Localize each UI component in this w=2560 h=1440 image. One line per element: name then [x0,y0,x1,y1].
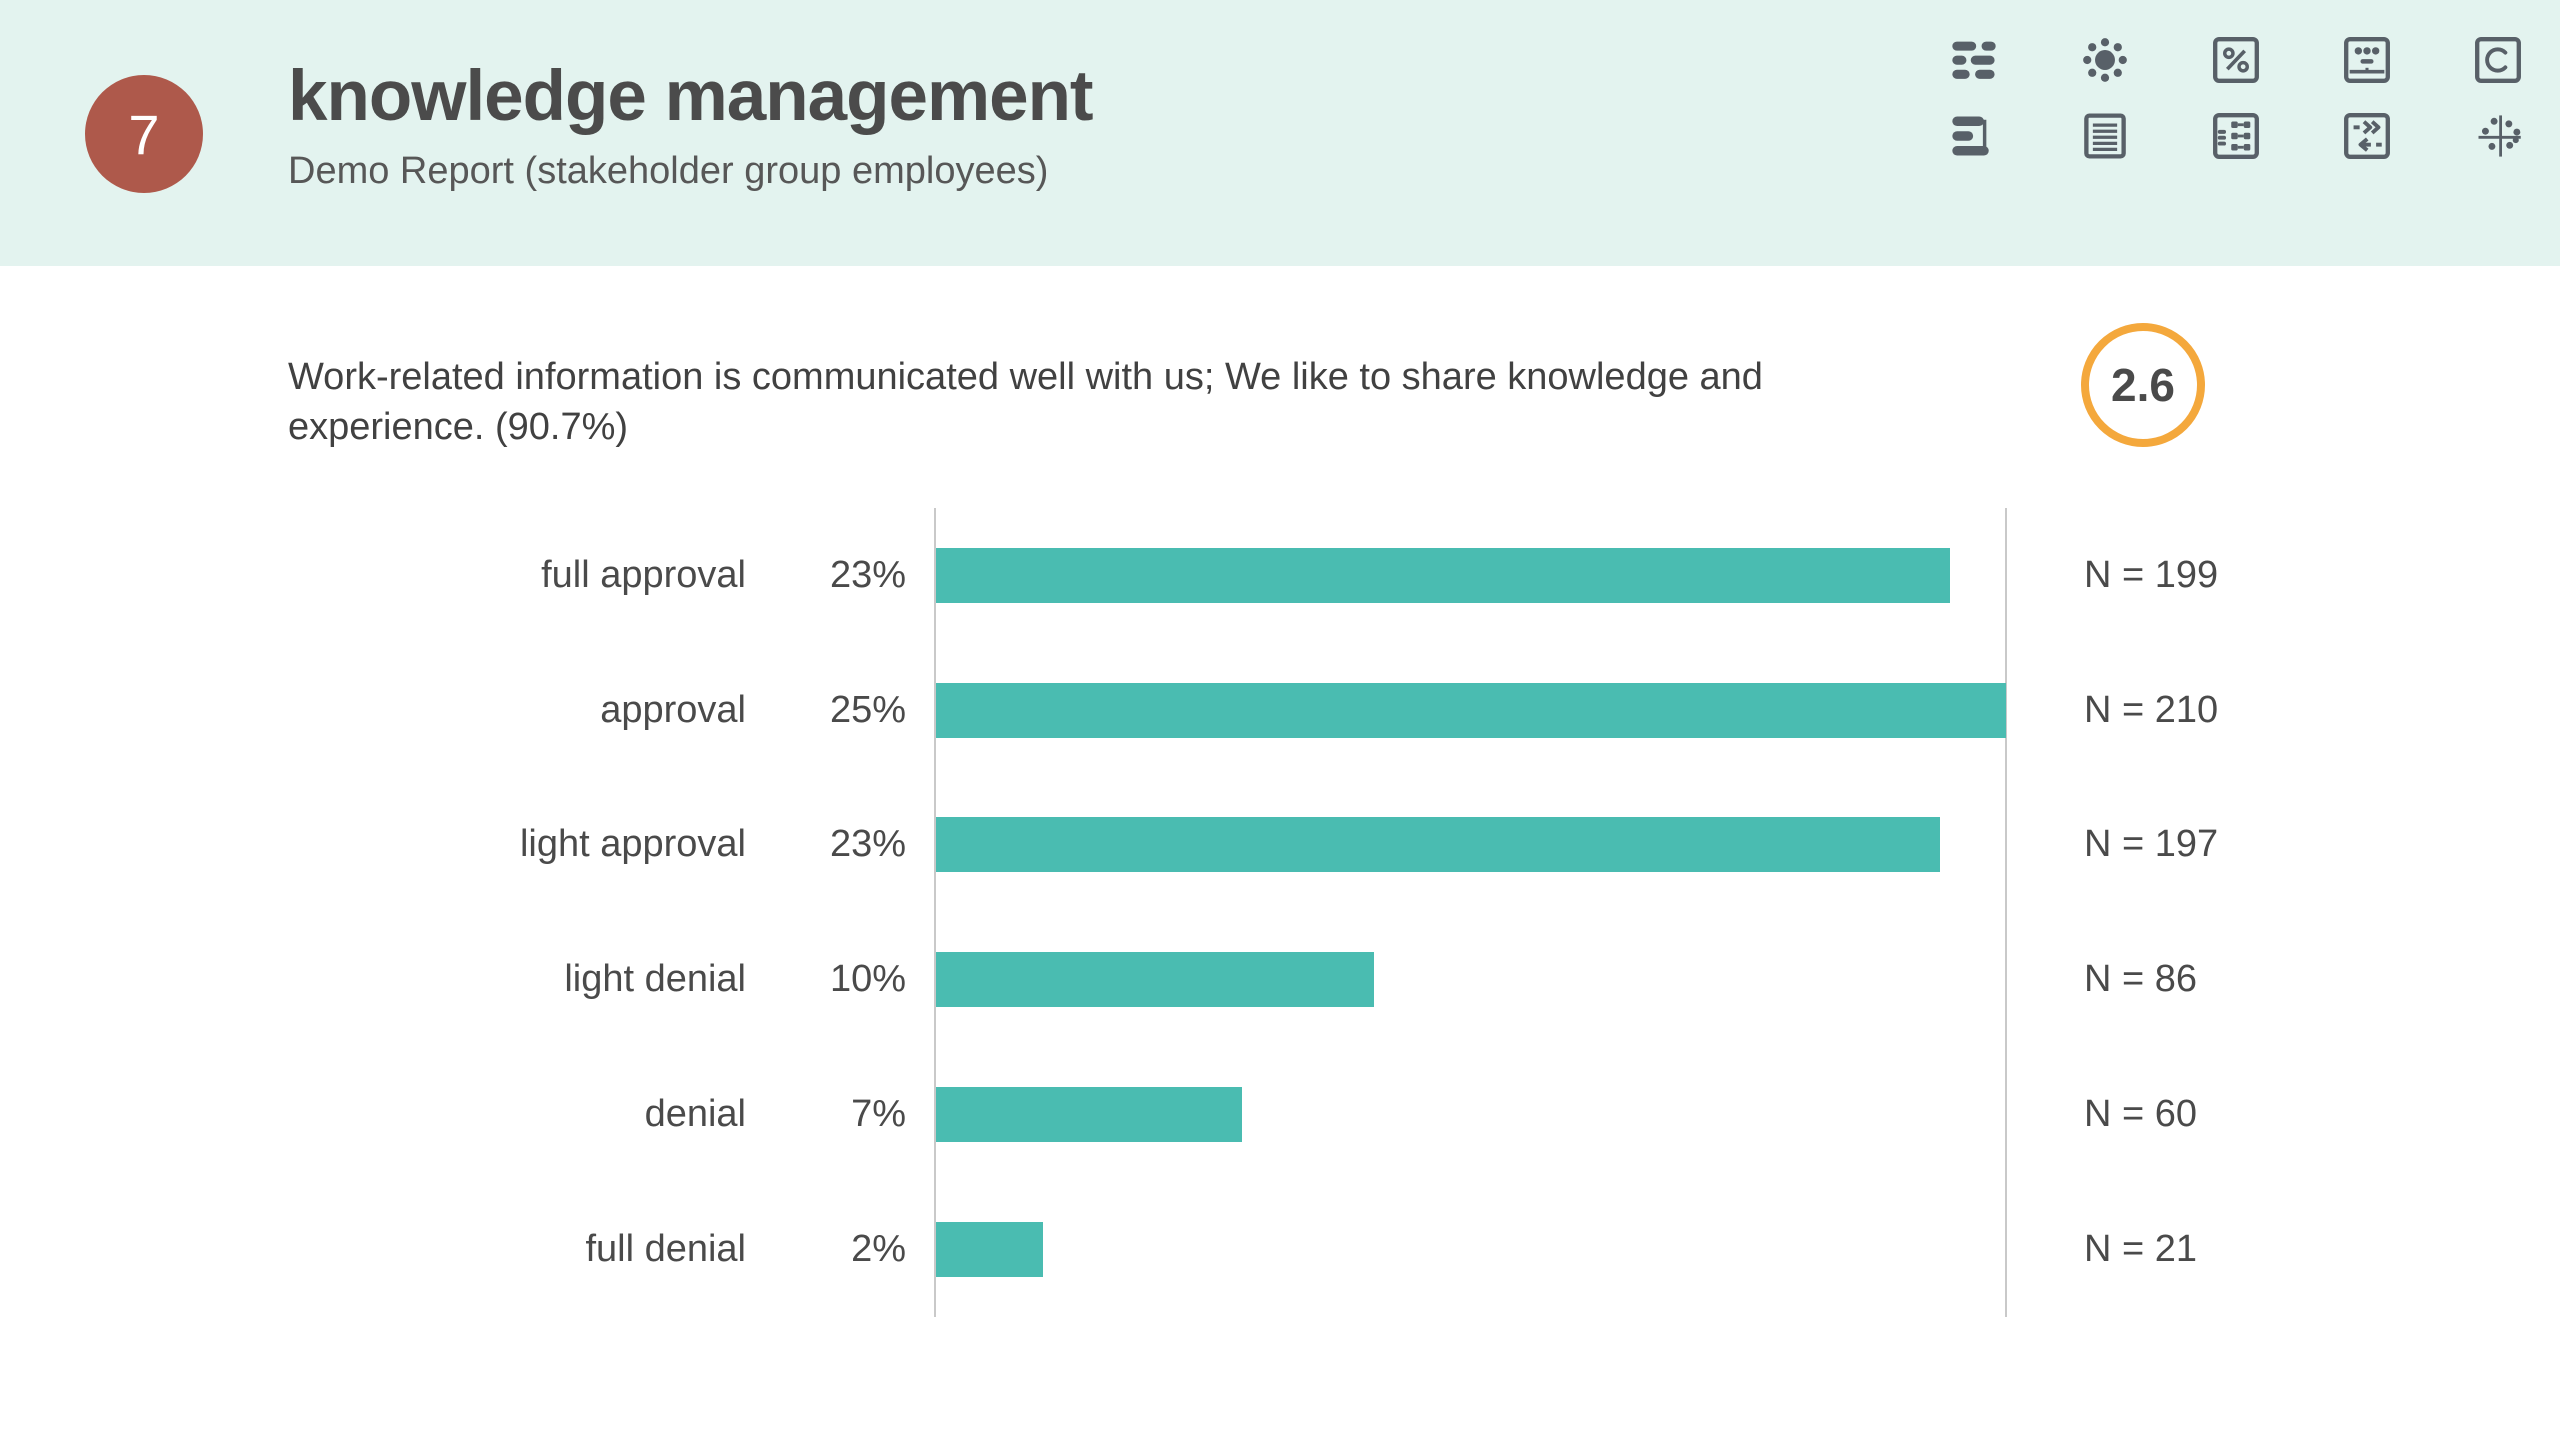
compare-arrows-icon[interactable] [2341,110,2393,162]
scatter-icon[interactable] [2472,110,2524,162]
percent-label: 2% [851,1227,906,1270]
view-toolbar [1948,34,2524,162]
bar [936,1221,1043,1277]
chart-axis-left [934,508,936,1317]
segments-icon[interactable] [1948,34,2000,86]
n-label: N = 210 [2084,688,2219,731]
score-badge: 2.6 [2081,323,2205,447]
percent-label: 10% [829,958,906,1001]
average-box-icon[interactable] [2341,34,2393,86]
n-label: N = 199 [2084,553,2219,596]
chart-axis-right [2005,508,2007,1317]
bar-track [936,1221,2006,1277]
n-label: N = 86 [2084,958,2198,1001]
percent-box-icon[interactable] [2210,34,2262,86]
percent-label: 25% [829,688,906,731]
chart-row: full denial 2% N = 21 [0,1182,2560,1317]
bar [936,1087,1242,1143]
chart-row: approval 25% N = 210 [0,643,2560,778]
section-number-badge: 7 [85,75,203,193]
bar-track [936,682,2006,738]
bar-track [936,1087,2006,1143]
horizontal-bars-icon[interactable] [1948,110,2000,162]
title-block: knowledge management Demo Report (stakeh… [288,56,1094,193]
matrix-icon[interactable] [2210,110,2262,162]
bar-track [936,952,2006,1008]
bar-track [936,547,2006,603]
bar [936,682,2006,738]
page-header: 7 knowledge management Demo Report (stak… [0,0,2560,266]
chart-rows: full approval 23% N = 199 approval 25% N = 21… [0,508,2560,1317]
category-label: full denial [585,1227,746,1270]
category-label: denial [644,1093,746,1136]
category-label: full approval [541,553,746,596]
cluster-icon[interactable] [2079,34,2131,86]
question-text: Work-related information is communicated… [288,356,1763,448]
percent-label: 7% [851,1093,906,1136]
category-label: approval [600,688,746,731]
chart-row: denial 7% N = 60 [0,1047,2560,1182]
bar [936,952,1375,1008]
n-label: N = 21 [2084,1227,2198,1270]
score-value: 2.6 [2111,359,2175,411]
chart-row: light approval 23% N = 197 [0,778,2560,913]
bar [936,547,1950,603]
category-label: light approval [519,823,746,866]
chart-row: light denial 10% N = 86 [0,912,2560,1047]
document-icon[interactable] [2079,110,2131,162]
c-box-icon[interactable] [2472,34,2524,86]
page-title: knowledge management [288,57,1094,136]
percent-label: 23% [829,823,906,866]
percent-label: 23% [829,553,906,596]
section-number: 7 [128,102,160,166]
chart-row: full approval 23% N = 199 [0,508,2560,643]
page-subtitle: Demo Report (stakeholder group employees… [288,149,1049,192]
category-label: light denial [564,958,746,1001]
bar [936,817,1940,873]
bar-track [936,817,2006,873]
n-label: N = 60 [2084,1093,2198,1136]
n-label: N = 197 [2084,823,2219,866]
